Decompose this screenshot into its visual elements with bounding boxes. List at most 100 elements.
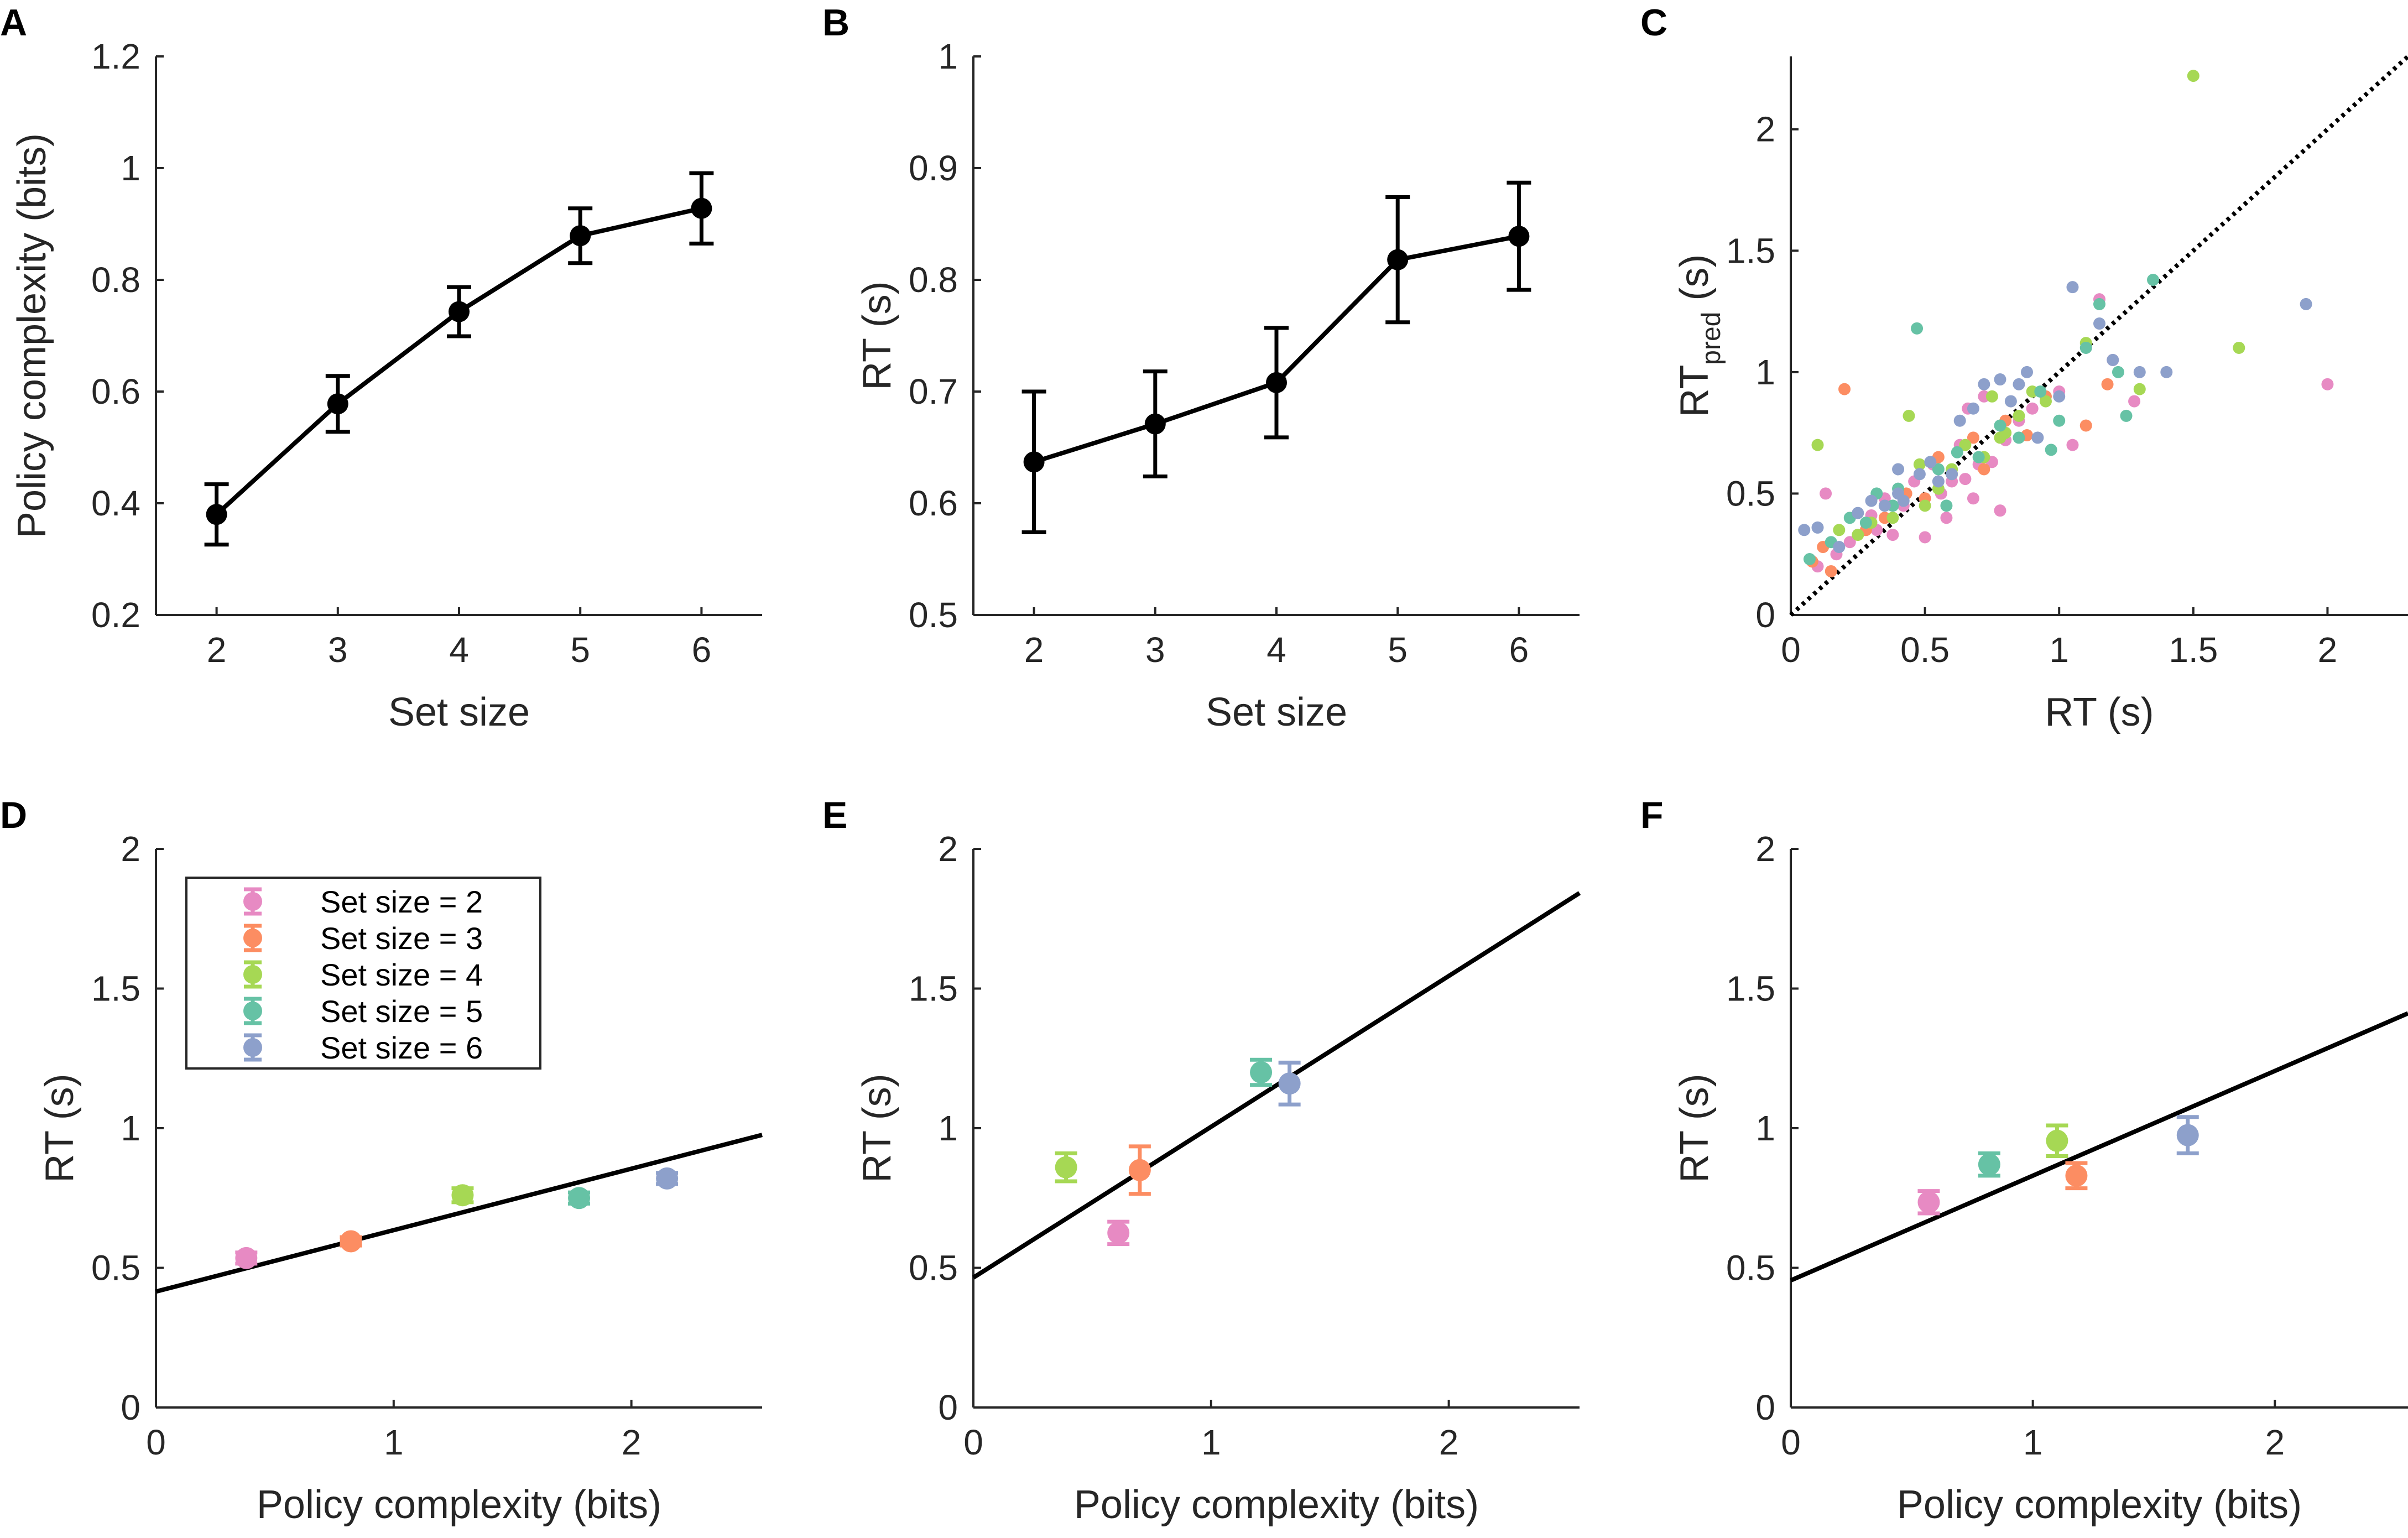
legend-label: Set size = 6 [320,1030,483,1065]
fit-line [1790,1011,2408,1282]
data-point [568,1187,591,1209]
scatter-point [1878,499,1891,512]
scatter-point [2321,378,2334,390]
scatter-point [1825,565,1837,577]
scatter-point [1913,458,1926,471]
y-axis-label-main: RT (s) [855,1073,899,1182]
fit-line [972,891,1581,1280]
y-axis-label: RT (s) [38,1073,82,1182]
x-tick-label: 2 [207,630,227,670]
x-axis-label: RT (s) [2045,690,2154,734]
scatter-point [2013,378,2025,390]
data-point [1250,1061,1273,1083]
scatter-point [2101,378,2114,390]
y-tick-label: 0.5 [1726,1248,1775,1288]
scatter-point [1951,446,1963,458]
scatter-point [1932,475,1945,488]
panel-letter: D [0,794,27,836]
data-point [1917,1191,1940,1213]
data-point [206,504,227,525]
x-tick-label: 2 [2318,630,2338,670]
scatter-point [2039,395,2052,408]
data-point [2176,1124,2199,1146]
scatter-point [2093,298,2105,310]
scatter-point [2112,366,2124,378]
legend-label: Set size = 3 [320,921,483,956]
y-axis-label-main: RT (s) [855,281,899,390]
data-point [327,393,348,415]
scatter-point [1852,507,1864,519]
scatter-point [2133,383,2146,395]
scatter-point [1913,468,1926,481]
x-tick-label: 5 [570,630,590,670]
scatter-point [1852,529,1864,541]
data-point [451,1184,474,1207]
y-tick-label: 1 [938,1108,958,1148]
scatter-point [2300,298,2312,310]
scatter-point [1843,536,1856,549]
scatter-point [1953,414,1966,427]
scatter-point [2093,317,2105,330]
scatter-point [2013,409,2025,422]
y-tick-label: 0.5 [909,1248,958,1288]
y-tick-label: 1 [121,1108,140,1148]
x-tick-label: 5 [1388,630,1408,670]
legend-label: Set size = 4 [320,957,483,992]
data-point [1978,1153,2000,1176]
scatter-point [1967,402,1979,415]
y-axis-label-subscript: pred [1697,312,1726,365]
y-tick-label: 1 [1755,352,1775,392]
y-tick-label: 2 [1755,829,1775,869]
scatter-point [1967,431,1979,444]
data-point [1387,249,1409,270]
scatter-point [2013,431,2025,444]
scatter-point [2045,444,2057,456]
scatter-point [2066,439,2079,451]
scatter-point [2053,414,2066,427]
y-tick-label: 0.8 [909,260,958,300]
y-tick-label: 0 [1755,595,1775,635]
legend-marker [243,965,262,984]
scatter-point [2053,390,2066,403]
scatter-point [1994,373,2006,386]
x-tick-label: 1 [2049,630,2069,670]
scatter-point [2079,419,2092,432]
legend-label: Set size = 5 [320,994,483,1029]
x-tick-label: 1 [2023,1422,2043,1462]
scatter-point [1833,524,1846,536]
y-tick-label: 0 [1755,1388,1775,1427]
panel-d: D 0 1 2 0 0.5 1 1.5 2 Policy complexity (bits) RT … [0,794,763,1527]
y-axis-label: RTpred (s) [1672,254,1726,418]
y-tick-label: 0.6 [91,372,140,411]
panel-letter: E [822,794,847,836]
x-axis-label: Policy complexity (bits) [1074,1483,1479,1527]
legend-marker [243,1002,262,1020]
identity-line [1789,55,2408,617]
y-axis-label-main: RT (s) [38,1073,82,1182]
data-point [1144,413,1166,435]
scatter-point [2107,353,2119,366]
data-point [1023,451,1045,473]
x-tick-label: 0 [1781,1422,1801,1462]
data-point [570,225,591,247]
data-point [1107,1222,1130,1244]
scatter-point [2133,366,2146,378]
panel-b: B 2 3 4 5 6 0.5 0.6 0.7 0.8 0.9 1 Set size RT (s) [822,2,1580,734]
scatter-point [1940,512,1953,524]
y-tick-label: 0.5 [1726,473,1775,513]
data-point [2046,1129,2068,1152]
y-tick-label: 1 [938,37,958,76]
scatter-point [1892,463,1905,476]
y-axis-label: RT (s) [1672,1073,1717,1182]
y-tick-label: 0.4 [91,483,140,523]
scatter-point [1838,383,1851,395]
scatter-point [2128,395,2141,408]
y-axis-label-main: Policy complexity (bits) [10,133,54,538]
scatter-point [1919,499,1931,512]
data-point [340,1230,362,1253]
panel-letter: A [0,2,27,44]
x-axis-label: Set size [388,690,530,734]
data-point [1055,1156,1077,1179]
